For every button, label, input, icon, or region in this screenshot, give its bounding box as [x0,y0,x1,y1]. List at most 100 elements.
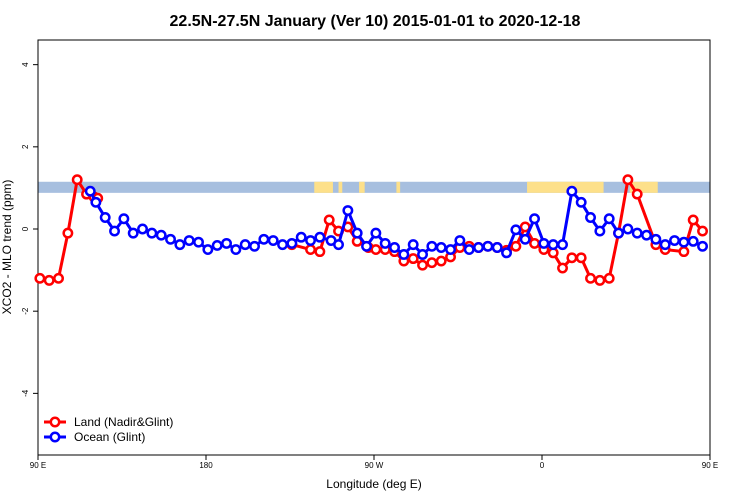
data-point [43,274,55,286]
data-point [417,259,428,271]
data-point [342,205,354,216]
legend-land-label: Land (Nadir&Glint) [74,415,173,429]
x-tick-label: 0 [540,461,545,470]
data-point [697,225,708,237]
data-point [463,244,475,256]
data-point [454,235,466,246]
data-point [594,225,606,237]
data-point [529,213,540,225]
data-point [109,225,120,237]
data-point [286,237,298,249]
data-point [678,246,690,258]
data-point [258,233,270,245]
data-point [407,239,419,251]
data-point [519,233,531,245]
data-point [659,239,671,251]
data-point [697,240,708,252]
data-point [622,174,634,186]
x-axis: 90 E 180 90 W 0 90 E [30,455,718,470]
land-segment [314,181,333,193]
y-axis: -4 -2 0 2 4 [21,62,38,397]
y-tick-label: 4 [21,62,30,67]
data-point [314,246,326,258]
data-series [34,174,708,286]
data-point [557,239,568,251]
legend-land-marker [49,416,61,428]
data-point [193,236,204,248]
data-point [118,213,130,225]
data-point [547,239,559,251]
data-point [631,188,643,200]
x-axis-label: Longitude (deg E) [326,477,421,491]
data-point [603,272,615,284]
data-point [398,249,410,260]
data-point [389,242,400,253]
data-point [678,236,690,248]
ocean-band [38,181,710,193]
data-point [277,239,288,251]
data-point [631,227,643,239]
data-point [641,229,652,241]
data-point [473,242,484,253]
data-point [333,239,344,251]
data-point [538,237,550,249]
y-tick-label: 0 [21,226,30,231]
land-segment [338,181,343,193]
data-point [34,272,46,284]
data-point [53,272,64,284]
y-tick-label: -4 [21,389,30,397]
x-tick-label: 90 W [365,461,384,470]
data-point [445,244,456,256]
data-point [202,244,214,256]
data-point [221,237,232,249]
data-point [510,224,522,236]
data-point [155,229,167,241]
data-point [650,233,662,245]
data-point [435,255,447,267]
data-point [314,231,326,243]
land-segment [629,181,658,193]
data-point [575,196,587,208]
data-point [622,223,634,235]
land-segment [396,181,401,193]
data-point [575,252,587,264]
legend-ocean-marker [49,431,61,443]
data-point [594,274,606,286]
data-point [491,242,503,253]
data-point [137,223,148,235]
data-point [370,244,382,256]
data-point [687,214,699,226]
data-point [426,257,438,269]
data-point [566,252,578,264]
data-point [603,213,615,225]
data-point [482,240,494,252]
data-point [211,239,223,251]
land-segment [527,181,604,193]
data-point [71,174,83,186]
data-point [529,237,540,249]
land-ocean-band [38,181,710,193]
data-point [361,240,372,252]
x-tick-label: 90 E [702,461,718,470]
data-point [84,185,96,197]
data-point [417,249,428,260]
data-point [370,227,382,239]
data-point [557,262,568,274]
data-point [566,185,578,197]
data-point [146,227,158,239]
x-tick-label: 180 [199,461,213,470]
data-point [127,227,139,239]
y-tick-label: 2 [21,144,30,149]
data-point [669,235,680,246]
data-point [174,239,186,251]
series-ocean [84,185,708,260]
y-axis-label: XCO2 - MLO trend (ppm) [0,180,14,315]
data-point [62,227,74,239]
data-point [351,227,363,239]
data-point [305,244,316,256]
land-segment [359,181,365,193]
data-point [249,240,260,252]
data-point [407,253,419,265]
data-point [90,196,102,208]
data-point [379,237,391,249]
